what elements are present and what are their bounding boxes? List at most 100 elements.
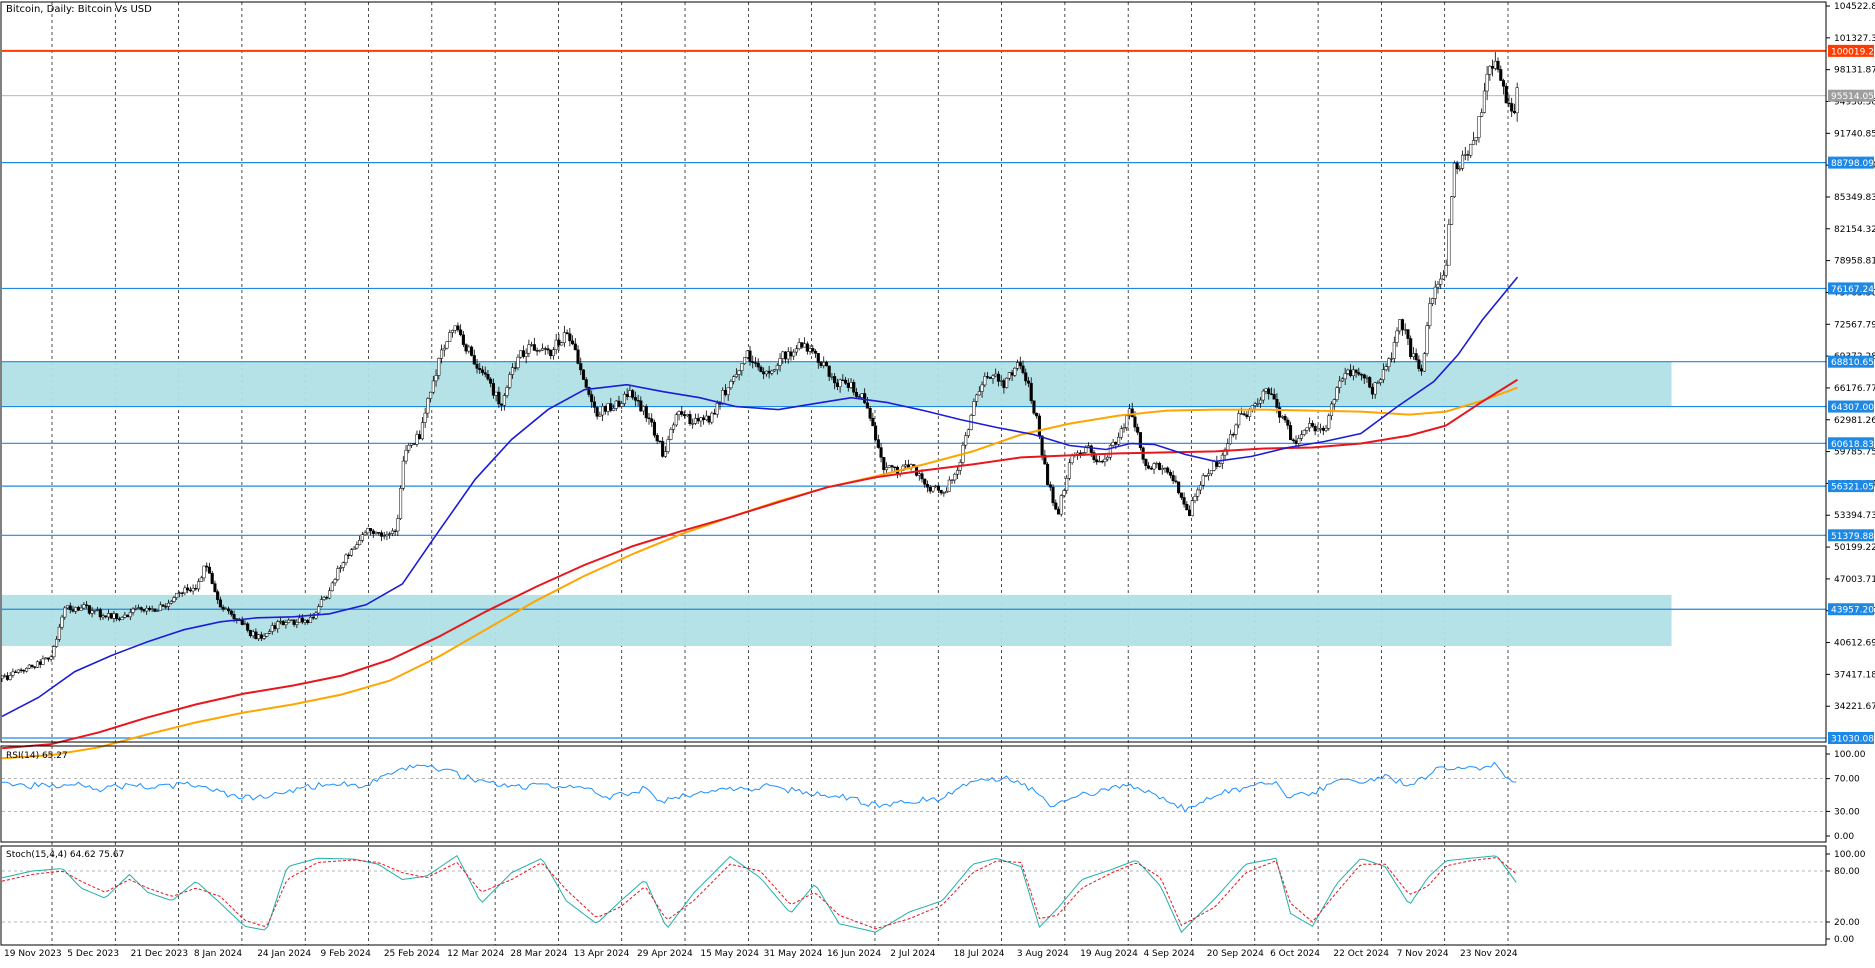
candle-up — [1461, 154, 1465, 169]
candle-up — [1316, 428, 1320, 432]
candle-up — [983, 376, 987, 386]
x-tick-label: 22 Oct 2024 — [1333, 949, 1389, 959]
candle-down — [1179, 492, 1183, 498]
candle-up — [344, 554, 348, 563]
candle-down — [300, 617, 304, 623]
candle-up — [732, 376, 736, 382]
candle-up — [374, 532, 378, 534]
candle-down — [1501, 80, 1506, 87]
candle-down — [1313, 426, 1317, 432]
candle-up — [287, 619, 291, 623]
candle-down — [868, 408, 872, 419]
candle-down — [571, 340, 575, 345]
candle-up — [1065, 478, 1069, 491]
candle-up — [1398, 319, 1402, 332]
candle-down — [464, 344, 468, 352]
candle-up — [1335, 387, 1339, 400]
candle-up — [52, 646, 56, 658]
candle-up — [175, 592, 179, 598]
candle-down — [557, 339, 561, 346]
candle-up — [953, 473, 957, 481]
candle-up — [1226, 443, 1230, 451]
candle-up — [63, 607, 67, 618]
candle-up — [197, 581, 201, 590]
candle-up — [994, 373, 998, 377]
y-tick-label: 72567.79 — [1834, 320, 1875, 330]
candle-down — [841, 379, 845, 381]
candle-up — [975, 394, 979, 402]
candle-up — [388, 533, 392, 535]
candle-down — [232, 614, 236, 619]
candle-up — [1305, 427, 1309, 431]
candle-up — [330, 582, 334, 592]
candle-up — [734, 374, 738, 377]
candle-up — [614, 400, 618, 409]
ma-red-line — [1, 378, 1519, 750]
candle-up — [860, 393, 864, 398]
y-tick-label: 94936.36 — [1834, 97, 1875, 107]
candle-down — [1283, 416, 1287, 421]
candle-up — [1436, 284, 1440, 288]
candle-down — [521, 350, 525, 357]
candle-up — [775, 365, 779, 370]
candle-down — [30, 664, 34, 668]
candle-up — [177, 592, 181, 594]
candle-down — [985, 376, 990, 378]
rsi-line — [1, 761, 1517, 813]
candle-down — [325, 596, 329, 599]
candle-down — [126, 614, 130, 618]
candle-up — [270, 625, 274, 632]
candle-down — [879, 447, 883, 458]
candle-down — [248, 630, 252, 637]
candle-down — [819, 362, 823, 366]
candle-up — [1117, 436, 1121, 445]
candle-down — [98, 609, 102, 618]
candle-up — [977, 391, 981, 396]
candle-up — [158, 604, 162, 611]
candle-up — [781, 351, 785, 359]
candle-up — [79, 607, 83, 611]
candle-down — [489, 378, 493, 384]
candle-up — [1062, 490, 1066, 496]
candle-up — [298, 617, 302, 623]
candle-up — [1395, 330, 1399, 343]
candle-up — [560, 342, 564, 346]
candle-down — [1359, 374, 1364, 376]
price-label-text: 31030.08 — [1831, 735, 1874, 745]
candle-up — [1425, 325, 1429, 354]
candle-up — [199, 577, 203, 582]
candle-up — [794, 348, 798, 353]
candle-down — [1368, 377, 1372, 388]
candle-down — [229, 610, 233, 615]
candle-down — [609, 403, 613, 411]
candle-down — [1171, 475, 1175, 482]
candle-down — [109, 613, 113, 619]
candle-down — [1370, 386, 1375, 395]
candle-up — [797, 342, 801, 349]
candle-down — [844, 379, 848, 384]
candle-down — [682, 414, 687, 417]
x-tick-label: 9 Feb 2024 — [321, 949, 372, 959]
candle-up — [1469, 144, 1473, 156]
candle-down — [756, 362, 760, 368]
candle-up — [620, 403, 624, 407]
candle-up — [710, 412, 714, 423]
candle-down — [1100, 460, 1104, 463]
candle-down — [543, 348, 547, 350]
candle-up — [524, 352, 528, 357]
candle-down — [254, 631, 258, 640]
candle-up — [1106, 456, 1110, 460]
candle-up — [442, 347, 446, 351]
candle-up — [112, 613, 116, 619]
candle-down — [456, 325, 460, 331]
candle-down — [595, 407, 599, 417]
candle-down — [461, 334, 465, 345]
stoch-tick-label: 80.00 — [1834, 867, 1860, 877]
candle-up — [128, 612, 132, 618]
candle-up — [494, 391, 498, 396]
candle-up — [1308, 423, 1312, 429]
candle-down — [625, 394, 629, 397]
candle-up — [409, 443, 414, 446]
candle-up — [502, 395, 506, 406]
candle-down — [874, 425, 878, 440]
